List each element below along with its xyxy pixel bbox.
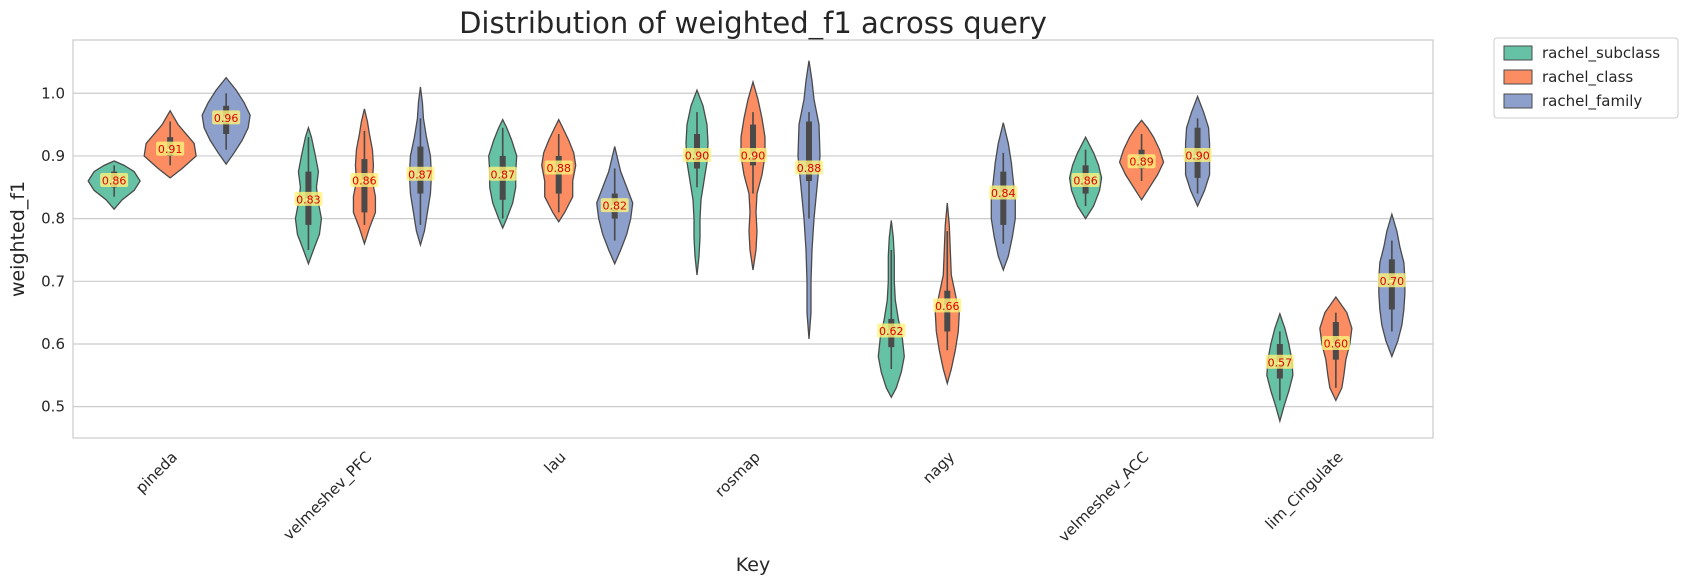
legend-swatch: [1503, 69, 1533, 85]
chart-title: Distribution of weighted_f1 across query: [459, 6, 1047, 40]
legend-box: [1493, 37, 1679, 119]
legend-swatch: [1503, 93, 1533, 109]
x-tick-label: rosmap: [711, 448, 763, 500]
violin-box: [806, 121, 812, 182]
median-label-bg: [1321, 335, 1350, 350]
median-label-bg: [1183, 147, 1212, 162]
violin-box: [555, 155, 562, 194]
median-label-bg: [406, 166, 435, 181]
median-label: 0.96: [214, 112, 239, 125]
median-label: 0.90: [685, 149, 710, 162]
violin-box: [750, 124, 756, 166]
median-label: 0.60: [1324, 337, 1349, 350]
y-tick-label: 0.6: [41, 335, 65, 353]
median-label-bg: [739, 147, 767, 162]
median-label-bg: [989, 185, 1018, 200]
y-tick-labels: 0.5 0.6 0.7 0.8 0.9 1.0: [41, 84, 65, 415]
y-tick-label: 1.0: [41, 84, 65, 102]
median-label: 0.86: [352, 175, 377, 188]
median-label: 0.70: [1380, 275, 1405, 288]
y-tick-label: 0.7: [41, 272, 65, 290]
median-label: 0.57: [1268, 356, 1293, 369]
median-label-bg: [933, 298, 962, 313]
legend-swatch: [1503, 45, 1533, 61]
legend-label: rachel_class: [1542, 68, 1633, 87]
median-label: 0.87: [408, 168, 433, 181]
median-label-bg: [600, 198, 629, 213]
median-label: 0.89: [1129, 156, 1154, 169]
median-label: 0.88: [546, 162, 571, 175]
median-label-bg: [488, 166, 517, 181]
median-label-bg: [683, 147, 711, 162]
median-label-bg: [350, 173, 379, 188]
x-tick-label: velmeshev_PFC: [280, 448, 376, 544]
x-tick-label: pineda: [132, 448, 181, 497]
median-label-bg: [212, 110, 241, 125]
median-label-bg: [544, 160, 573, 175]
median-label-bg: [100, 173, 129, 188]
median-label-bg: [1127, 154, 1156, 169]
y-tick-label: 0.9: [41, 147, 65, 165]
median-label-bg: [795, 160, 823, 175]
median-label: 0.87: [490, 168, 515, 181]
x-tick-label: lau: [541, 448, 570, 477]
y-tick-label: 0.8: [41, 210, 65, 228]
x-tick-labels: pineda velmeshev_PFC lau rosmap nagy velmeshe…: [132, 448, 1347, 546]
legend-label: rachel_family: [1542, 92, 1642, 111]
median-label: 0.90: [1185, 149, 1210, 162]
median-label: 0.84: [991, 187, 1016, 200]
median-label-bg: [1377, 273, 1406, 288]
y-axis-title: weighted_f1: [7, 181, 29, 297]
x-axis-title: Key: [736, 554, 770, 576]
median-label: 0.83: [296, 193, 321, 206]
median-labels: 0.86 0.83 0.87 0.90 0.62 0.86 0.57 0.91 0.86 0.88…: [100, 110, 1406, 369]
legend: rachel_subclass rachel_class rachel_family: [1493, 37, 1679, 119]
median-label: 0.86: [1073, 175, 1098, 188]
x-tick-label: velmeshev_ACC: [1055, 448, 1153, 546]
median-label: 0.91: [158, 143, 183, 156]
median-label: 0.82: [602, 200, 627, 213]
median-label-bg: [156, 141, 185, 156]
median-label-bg: [1265, 354, 1294, 369]
legend-label: rachel_subclass: [1542, 44, 1660, 63]
median-label-bg: [294, 191, 323, 206]
median-label: 0.66: [935, 300, 960, 313]
median-label: 0.88: [797, 162, 822, 175]
y-tick-label: 0.5: [41, 398, 65, 416]
x-tick-label: lim_Cingulate: [1262, 448, 1348, 534]
median-label: 0.62: [879, 325, 904, 338]
median-label: 0.90: [741, 149, 766, 162]
x-tick-label: nagy: [919, 448, 958, 487]
median-label-bg: [877, 323, 906, 338]
median-label: 0.86: [102, 175, 127, 188]
median-label-bg: [1071, 173, 1100, 188]
